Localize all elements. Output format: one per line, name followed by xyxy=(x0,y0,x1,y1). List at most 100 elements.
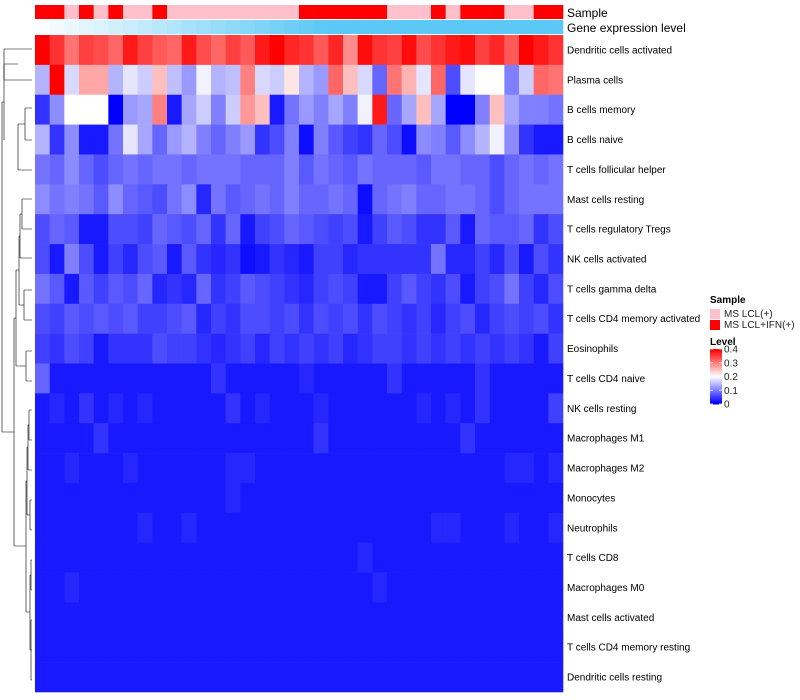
heatmap-cell xyxy=(504,542,520,573)
heatmap-cell xyxy=(167,662,182,693)
heatmap-cell xyxy=(431,94,446,125)
heatmap-cell xyxy=(357,393,373,424)
expression-annotation-cell xyxy=(445,20,461,34)
sample-annotation-cell xyxy=(167,5,182,19)
heatmap-cell xyxy=(299,154,314,185)
heatmap-cell xyxy=(108,124,124,155)
heatmap-cell xyxy=(416,632,432,663)
heatmap-cell xyxy=(533,662,549,693)
row-label: Dendritic cells resting xyxy=(567,673,662,684)
heatmap-cell xyxy=(328,662,344,693)
heatmap-cell xyxy=(196,632,212,663)
heatmap-cell xyxy=(548,94,564,125)
heatmap-cell xyxy=(79,482,94,514)
heatmap-cell xyxy=(343,94,358,125)
heatmap-cell xyxy=(519,273,534,305)
heatmap-cell xyxy=(328,303,344,334)
heatmap-cell xyxy=(372,35,388,66)
legend-gradient-step xyxy=(710,394,722,397)
heatmap-cell xyxy=(284,662,300,693)
legend-gradient-step xyxy=(710,373,722,376)
heatmap-cell xyxy=(196,154,212,185)
heatmap-cell xyxy=(401,273,417,305)
heatmap-cell xyxy=(416,303,432,334)
heatmap-cell xyxy=(137,64,153,96)
legend-gradient-step xyxy=(710,399,722,402)
expression-annotation-cell xyxy=(533,20,549,34)
heatmap-cell xyxy=(387,333,402,364)
heatmap-cell xyxy=(152,423,168,454)
heatmap-cell xyxy=(137,482,153,514)
heatmap-cell xyxy=(431,244,446,275)
heatmap-cell xyxy=(167,482,182,514)
heatmap-cell xyxy=(196,662,212,693)
heatmap-cell xyxy=(240,244,256,275)
heatmap-cell xyxy=(255,303,270,334)
row-label: B cells naive xyxy=(567,135,624,146)
heatmap-cell xyxy=(137,542,153,573)
heatmap-cell xyxy=(167,244,182,275)
heatmap-cell xyxy=(35,512,50,543)
heatmap-cell xyxy=(181,64,197,96)
heatmap-cell xyxy=(255,273,270,305)
heatmap-cell xyxy=(431,572,446,603)
heatmap-cell xyxy=(64,333,80,364)
heatmap-cell xyxy=(533,64,549,96)
heatmap-cell xyxy=(211,423,226,454)
heatmap-cell xyxy=(489,393,505,424)
expression-annotation-cell xyxy=(108,20,124,34)
row-label: Neutrophils xyxy=(567,523,618,534)
heatmap-cell xyxy=(123,273,138,305)
heatmap-cell xyxy=(35,35,50,66)
legend-gradient-step xyxy=(710,377,722,380)
heatmap-cell xyxy=(519,453,534,484)
heatmap-cell xyxy=(548,124,564,155)
heatmap-cell xyxy=(284,35,300,66)
heatmap-cell xyxy=(401,423,417,454)
heatmap-cell xyxy=(181,124,197,155)
legend-gradient-step xyxy=(710,357,722,360)
heatmap-cell xyxy=(64,273,80,305)
heatmap-cell xyxy=(343,632,358,663)
legend-tick-label: 0.1 xyxy=(724,386,738,397)
expression-annotation-cell xyxy=(475,20,490,34)
heatmap-cell xyxy=(93,333,109,364)
heatmap-cell xyxy=(211,393,226,424)
heatmap-cell xyxy=(460,303,476,334)
heatmap-cell xyxy=(401,244,417,275)
heatmap-cell xyxy=(533,154,549,185)
heatmap-cell xyxy=(255,64,270,96)
heatmap-cell xyxy=(299,512,314,543)
legend-tick-label: 0 xyxy=(724,400,730,411)
sample-annotation-cell xyxy=(504,5,520,19)
heatmap-cell xyxy=(431,482,446,514)
heatmap-cell xyxy=(313,333,329,364)
heatmap-cell xyxy=(123,572,138,603)
heatmap-cell xyxy=(240,572,256,603)
heatmap-cell xyxy=(284,64,300,96)
heatmap-cell xyxy=(211,273,226,305)
heatmap-cell xyxy=(93,512,109,543)
heatmap-cell xyxy=(357,453,373,484)
heatmap-cell xyxy=(533,214,549,245)
heatmap-cell xyxy=(460,64,476,96)
heatmap-cell xyxy=(460,662,476,693)
heatmap-cell xyxy=(49,184,65,215)
heatmap-cell xyxy=(489,542,505,573)
heatmap-cell xyxy=(211,303,226,334)
row-label: B cells memory xyxy=(567,105,635,116)
heatmap-cell xyxy=(269,453,285,484)
heatmap-cell xyxy=(137,154,153,185)
heatmap-cell xyxy=(269,64,285,96)
heatmap-cell xyxy=(299,273,314,305)
heatmap-cell xyxy=(79,542,94,573)
sample-annotation-cell xyxy=(445,5,461,19)
heatmap-cell xyxy=(313,602,329,633)
heatmap-cell xyxy=(372,393,388,424)
heatmap-cell xyxy=(401,333,417,364)
heatmap-cell xyxy=(328,184,344,215)
heatmap-cell xyxy=(108,333,124,364)
heatmap-cell xyxy=(416,154,432,185)
heatmap-cell xyxy=(93,542,109,573)
heatmap-cell xyxy=(533,244,549,275)
